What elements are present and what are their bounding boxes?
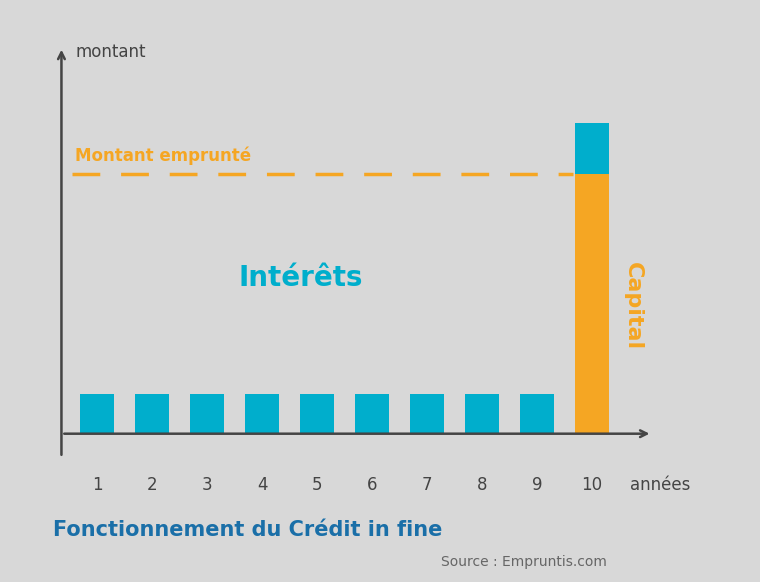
Text: Fonctionnement du Crédit in fine: Fonctionnement du Crédit in fine	[53, 520, 442, 540]
Text: 3: 3	[202, 475, 212, 494]
Bar	[135, 394, 169, 434]
Bar	[410, 394, 444, 434]
Bar	[465, 394, 499, 434]
Text: 10: 10	[581, 475, 603, 494]
Text: montant: montant	[75, 43, 146, 61]
Text: 5: 5	[312, 475, 322, 494]
Bar	[80, 394, 114, 434]
Text: Source : Empruntis.com: Source : Empruntis.com	[441, 555, 606, 569]
Text: 6: 6	[367, 475, 377, 494]
Text: Montant emprunté: Montant emprunté	[75, 146, 252, 165]
Text: 8: 8	[477, 475, 487, 494]
Bar	[355, 394, 389, 434]
Text: 7: 7	[422, 475, 432, 494]
Bar	[520, 394, 554, 434]
Text: 4: 4	[257, 475, 268, 494]
Bar	[575, 175, 609, 434]
Bar	[300, 394, 334, 434]
Text: Capital: Capital	[623, 262, 643, 350]
Text: 1: 1	[92, 475, 103, 494]
Text: 9: 9	[532, 475, 542, 494]
Bar	[575, 123, 609, 175]
Bar	[190, 394, 224, 434]
Text: Intérêts: Intérêts	[239, 264, 363, 292]
Text: années: années	[630, 475, 691, 494]
Bar	[245, 394, 279, 434]
Text: 2: 2	[147, 475, 157, 494]
